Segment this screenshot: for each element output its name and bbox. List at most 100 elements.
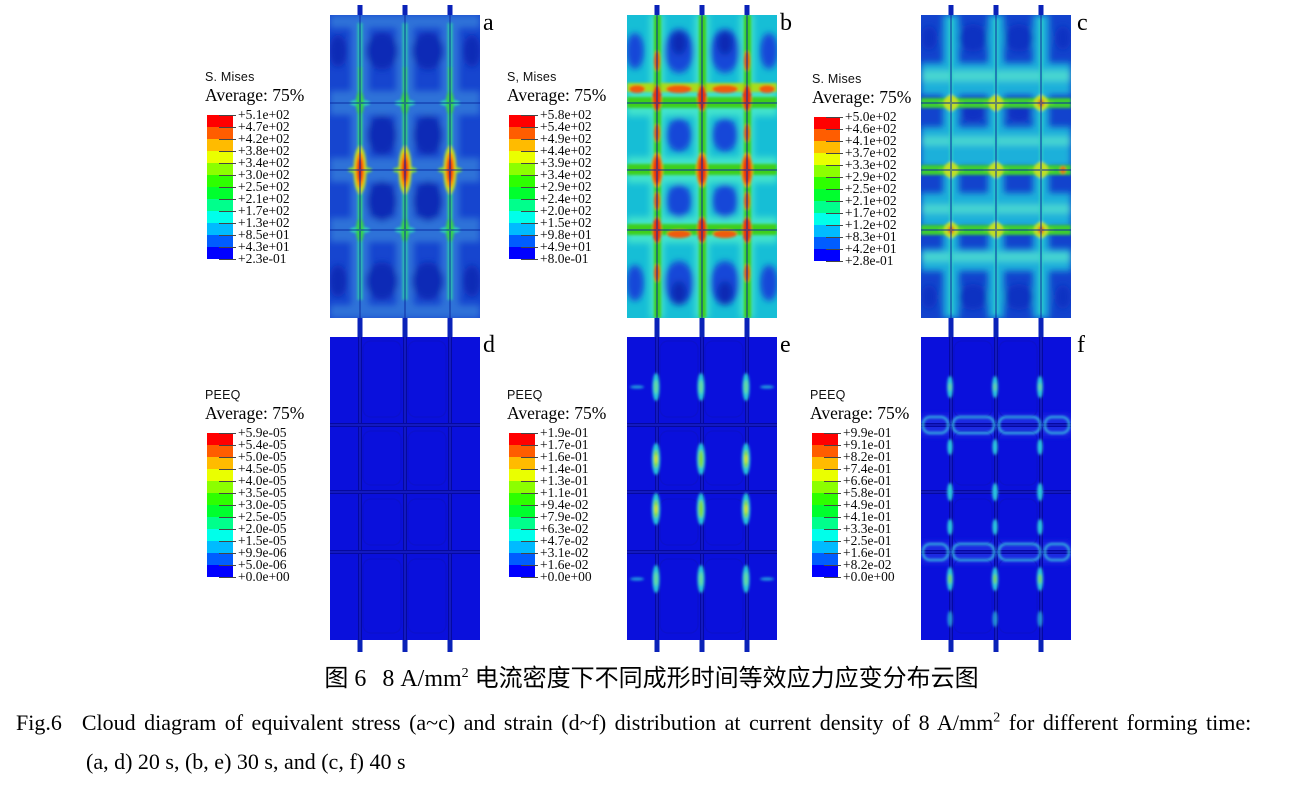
tick-value: +9.4e-02 bbox=[540, 497, 589, 512]
tick-mark bbox=[824, 528, 841, 530]
legend-strain-d: PEEQ Average: 75% +5.9e-05 +5.4e-05 +5.0e-… bbox=[205, 388, 333, 589]
colorbar-band bbox=[207, 127, 233, 139]
colorbar-band bbox=[812, 481, 838, 493]
tick-value: +2.5e-01 bbox=[843, 533, 892, 548]
legend-ticks: +5.0e+02 +4.6e+02 +4.1e+02 +3.7e+02 +3.3e+02… bbox=[826, 109, 936, 268]
legend-tick-row: +3.4e+02 bbox=[521, 167, 592, 182]
tick-mark bbox=[521, 210, 538, 212]
tick-value: +4.9e-01 bbox=[843, 497, 892, 512]
tick-mark bbox=[521, 162, 538, 164]
colorbar-band bbox=[814, 225, 840, 237]
colorbar-band bbox=[814, 249, 840, 261]
legend-ticks: +9.9e-01 +9.1e-01 +8.2e-01 +7.4e-01 +6.6e-01… bbox=[824, 425, 934, 584]
tick-value: +4.9e+01 bbox=[540, 239, 592, 254]
colorbar-band bbox=[814, 189, 840, 201]
caption-en-text-postsup: for different forming time: bbox=[1000, 710, 1252, 735]
legend-tick-row: +9.1e-01 bbox=[824, 437, 891, 452]
tick-value: +8.5e+01 bbox=[238, 227, 290, 242]
tick-mark bbox=[219, 114, 236, 116]
colorbar-band bbox=[207, 247, 233, 259]
panel-label-e: e bbox=[780, 332, 791, 358]
colorbar-band bbox=[814, 165, 840, 177]
legend-tick-row: +2.8e-01 bbox=[826, 253, 894, 268]
colorbar-band bbox=[207, 553, 233, 565]
colorbar-band bbox=[207, 565, 233, 577]
colorbar-band bbox=[509, 517, 535, 529]
tick-value: +2.0e+02 bbox=[540, 203, 592, 218]
legend-colorbar bbox=[207, 433, 233, 577]
tick-mark bbox=[219, 444, 236, 446]
colorbar-band bbox=[207, 139, 233, 151]
legend-tick-row: +8.2e-01 bbox=[824, 449, 891, 464]
legend-tick-row: +2.9e+02 bbox=[826, 169, 897, 184]
caption-chinese: 图 6 8 A/mm2 电流密度下不同成形时间等效应力应变分布云图 bbox=[0, 658, 1303, 693]
legend-tick-row: +4.0e-05 bbox=[219, 473, 286, 488]
caption-en-superscript: 2 bbox=[993, 710, 1001, 726]
tick-value: +8.3e+01 bbox=[845, 229, 897, 244]
tick-mark bbox=[826, 248, 843, 250]
colorbar-band bbox=[207, 199, 233, 211]
colorbar-band bbox=[509, 469, 535, 481]
legend-tick-row: +1.7e+02 bbox=[219, 203, 290, 218]
tick-value: +5.4e+02 bbox=[540, 119, 592, 134]
tick-value: +1.4e-01 bbox=[540, 461, 589, 476]
legend-title: S. Mises bbox=[812, 72, 862, 86]
legend-colorbar bbox=[207, 115, 233, 259]
tick-mark bbox=[824, 432, 841, 434]
legend-tick-row: +2.1e+02 bbox=[219, 191, 290, 206]
tick-mark bbox=[521, 456, 538, 458]
tick-mark bbox=[826, 128, 843, 130]
legend-average: Average: 75% bbox=[507, 403, 607, 423]
tick-value: +3.4e+02 bbox=[540, 167, 592, 182]
tick-value: +4.2e+01 bbox=[845, 241, 897, 256]
tick-value: +1.7e+02 bbox=[845, 205, 897, 220]
legend-tick-row: +1.6e-02 bbox=[521, 557, 588, 572]
legend-tick-row: +4.9e+01 bbox=[521, 239, 592, 254]
tick-mark bbox=[219, 162, 236, 164]
colorbar-band bbox=[814, 237, 840, 249]
colorbar-band bbox=[509, 247, 535, 259]
tick-mark bbox=[826, 176, 843, 178]
colorbar-band bbox=[812, 445, 838, 457]
legend-tick-row: +3.4e+02 bbox=[219, 155, 290, 170]
tick-mark bbox=[824, 444, 841, 446]
legend-stress-a: S. Mises Average: 75% +5.1e+02 +4.7e+02 +4… bbox=[205, 70, 333, 271]
legend-tick-row: +1.7e+02 bbox=[826, 205, 897, 220]
tick-value: +2.3e-01 bbox=[238, 251, 287, 266]
legend-tick-row: +5.9e-05 bbox=[219, 425, 286, 440]
legend-colorbar bbox=[509, 433, 535, 577]
tick-mark bbox=[521, 138, 538, 140]
tick-value: +2.4e+02 bbox=[540, 191, 592, 206]
panel-label-d: d bbox=[483, 332, 495, 358]
legend-tick-row: +4.1e-01 bbox=[824, 509, 891, 524]
tick-value: +0.0e+00 bbox=[843, 569, 895, 584]
legend-tick-row: +3.1e-02 bbox=[521, 545, 588, 560]
colorbar-band bbox=[509, 211, 535, 223]
legend-average: Average: 75% bbox=[810, 403, 910, 423]
legend-tick-row: +9.8e+01 bbox=[521, 227, 592, 242]
panel-label-b: b bbox=[780, 10, 792, 36]
tick-mark bbox=[826, 200, 843, 202]
tick-mark bbox=[826, 260, 843, 262]
tick-mark bbox=[521, 258, 538, 260]
legend-tick-row: +1.1e-01 bbox=[521, 485, 588, 500]
legend-title: S, Mises bbox=[507, 70, 557, 84]
caption-en-figure-number: Fig.6 bbox=[16, 710, 62, 735]
tick-mark bbox=[219, 564, 236, 566]
colorbar-band bbox=[207, 445, 233, 457]
tick-value: +3.4e+02 bbox=[238, 155, 290, 170]
legend-title: PEEQ bbox=[810, 388, 846, 402]
colorbar-band bbox=[812, 469, 838, 481]
tick-value: +0.0e+00 bbox=[238, 569, 290, 584]
tick-value: +0.0e+00 bbox=[540, 569, 592, 584]
tick-mark bbox=[826, 164, 843, 166]
colorbar-band bbox=[812, 433, 838, 445]
colorbar-band bbox=[207, 223, 233, 235]
tick-mark bbox=[824, 564, 841, 566]
legend-tick-row: +1.5e+02 bbox=[521, 215, 592, 230]
tick-value: +2.8e-01 bbox=[845, 253, 894, 268]
tick-value: +2.9e+02 bbox=[540, 179, 592, 194]
legend-stress-c: S. Mises Average: 75% +5.0e+02 +4.6e+02 +4… bbox=[812, 72, 940, 273]
colorbar-band bbox=[812, 517, 838, 529]
colorbar-band bbox=[207, 517, 233, 529]
